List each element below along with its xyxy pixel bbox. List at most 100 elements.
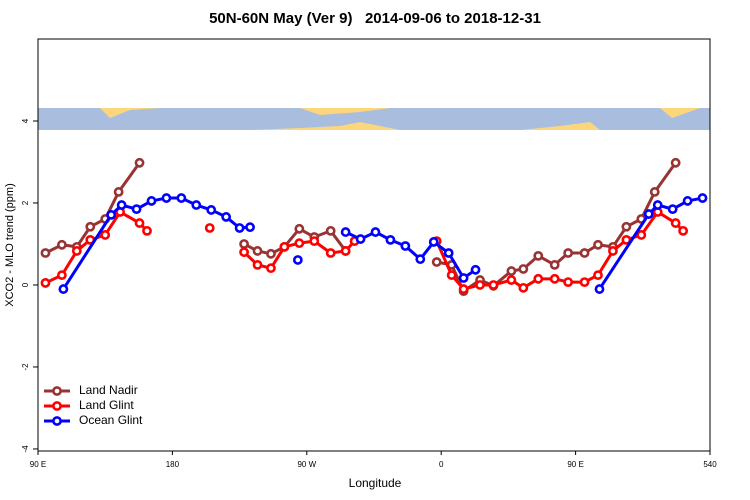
data-point (266, 248, 276, 259)
legend-label: Land Nadir (79, 383, 138, 397)
data-point (106, 209, 117, 220)
data-point (636, 230, 647, 240)
data-point (443, 248, 454, 258)
data-point (85, 221, 96, 232)
data-point (340, 246, 351, 256)
data-point (252, 246, 263, 256)
x-tick-label: 0 (439, 460, 444, 469)
y-tick-label: -2 (21, 363, 30, 371)
data-point (549, 273, 560, 284)
map-band (38, 108, 710, 130)
data-point (670, 157, 681, 168)
data-point (294, 238, 305, 249)
data-point (71, 246, 82, 256)
data-point (385, 234, 396, 245)
data-point (206, 205, 217, 215)
x-tick-label: 90 E (567, 460, 583, 469)
data-point (697, 193, 708, 203)
data-point (204, 223, 215, 233)
data-point (134, 218, 145, 228)
chart-title: 50N-60N May (Ver 9) 2014-09-06 to 2018-1… (209, 10, 541, 27)
legend-swatch (52, 386, 62, 396)
data-point (325, 248, 336, 258)
data-point (176, 193, 187, 203)
data-point (506, 266, 517, 276)
data-point (56, 270, 67, 281)
map-water (40, 108, 90, 120)
data-point (678, 225, 689, 236)
data-point (40, 278, 51, 288)
x-tick-label: 90 E (30, 460, 46, 469)
data-point (458, 273, 469, 283)
data-point (309, 236, 320, 247)
data-point (266, 263, 276, 274)
data-point (279, 241, 290, 252)
data-point (415, 254, 426, 265)
data-point (649, 187, 660, 197)
axes: -4 -2 0 2 4 90 E 180 90 W 0 90 E 540 (21, 118, 717, 469)
legend-label: Ocean Glint (79, 413, 143, 427)
data-point (40, 248, 51, 258)
data-point (506, 275, 517, 285)
legend-swatch (52, 401, 62, 411)
data-point (239, 239, 249, 249)
data-point (134, 157, 145, 168)
data-point (643, 209, 654, 219)
legend-label: Land Glint (79, 398, 134, 412)
data-point (670, 218, 681, 228)
data-point (488, 280, 499, 290)
series-line (344, 230, 477, 280)
data-point (252, 259, 263, 270)
data-point (292, 255, 303, 265)
data-point (533, 273, 544, 284)
data-point (563, 248, 574, 258)
data-point (621, 221, 632, 232)
data-point (579, 277, 590, 288)
data-point (142, 225, 152, 236)
data-point (100, 230, 111, 240)
data-point (131, 204, 142, 215)
series-lines (40, 157, 708, 297)
data-point (593, 239, 603, 250)
data-point (340, 227, 351, 237)
data-point (621, 234, 632, 245)
data-point (400, 241, 411, 251)
data-point (161, 193, 172, 203)
data-point (428, 237, 439, 247)
x-tick-label: 540 (703, 460, 717, 469)
data-point (355, 234, 366, 244)
data-point (470, 264, 481, 275)
data-point (533, 250, 544, 261)
legend-swatch (52, 416, 62, 426)
y-tick-label: 4 (21, 118, 30, 123)
plot-frame (37, 38, 711, 452)
data-point (221, 212, 232, 222)
x-tick-label: 90 W (297, 460, 316, 469)
data-point (294, 223, 305, 234)
data-point (594, 284, 605, 294)
data-point (667, 204, 678, 215)
y-axis-label: XCO2 - MLO trend (ppm) (4, 183, 16, 306)
y-tick-label: 2 (21, 200, 30, 205)
data-point (563, 277, 574, 288)
map-water (38, 108, 710, 130)
data-point (682, 196, 693, 206)
data-point (652, 200, 663, 210)
data-point (325, 225, 336, 236)
data-point (593, 270, 603, 281)
data-point (116, 200, 127, 210)
data-point (191, 200, 202, 210)
data-point (56, 239, 67, 250)
data-point (113, 187, 124, 197)
data-point (475, 280, 485, 290)
data-point (234, 223, 245, 233)
x-axis-label: Longitude (349, 476, 402, 490)
y-tick-label: 0 (21, 282, 30, 287)
data-point (245, 222, 255, 233)
data-point (431, 257, 442, 267)
data-point (446, 270, 457, 281)
data-point (458, 284, 469, 294)
data-point (518, 282, 529, 293)
